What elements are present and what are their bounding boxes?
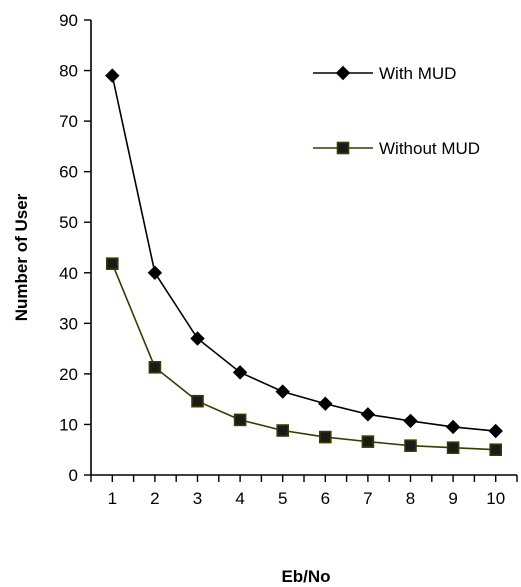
series-without-mud (106, 257, 503, 457)
data-point (318, 396, 333, 411)
x-tick-label: 5 (278, 489, 287, 508)
legend-item: With MUD (313, 64, 456, 83)
y-tick-label: 20 (59, 365, 78, 384)
data-point (148, 361, 162, 374)
x-tick-label: 2 (150, 489, 159, 508)
x-tick-label: 3 (193, 489, 202, 508)
legend-label: Without MUD (379, 139, 480, 158)
data-point (191, 394, 204, 408)
legend-swatch-marker (335, 65, 351, 81)
series-line (111, 263, 496, 451)
y-tick-label: 30 (59, 314, 78, 333)
data-point (488, 423, 503, 439)
axes (90, 20, 517, 476)
x-tick-label: 8 (406, 489, 415, 508)
series-line (111, 75, 496, 432)
x-tick-label: 10 (486, 489, 505, 508)
y-tick-label: 80 (59, 62, 78, 81)
data-point (360, 407, 376, 422)
x-tick-label: 1 (108, 489, 117, 508)
data-point (446, 441, 460, 455)
series-layer (105, 68, 503, 457)
data-point (105, 68, 120, 83)
data-point (404, 439, 417, 452)
y-tick-label: 40 (59, 264, 78, 283)
data-point (232, 365, 248, 380)
y-tick-label: 0 (69, 466, 78, 485)
data-point (403, 413, 418, 429)
y-tick-label: 90 (59, 11, 78, 30)
y-tick-label: 50 (59, 213, 78, 232)
x-tick-label: 4 (235, 489, 244, 508)
y-axis-title: Number of User (12, 193, 31, 321)
legend: With MUD Without MUD (313, 64, 480, 158)
data-point (275, 384, 290, 399)
data-point (276, 424, 290, 437)
data-point (445, 419, 461, 435)
x-tick-label: 9 (448, 489, 457, 508)
y-tick-label: 70 (59, 112, 78, 131)
data-point (318, 430, 332, 444)
x-tick-label: 6 (321, 489, 330, 508)
legend-label: With MUD (379, 64, 456, 83)
x-axis-title: Eb/No (281, 567, 330, 586)
ticks: 0 10 20 30 40 50 60 70 80 90 1 2 3 4 5 6 7 8 9 10 (59, 11, 518, 508)
legend-item: Without MUD (313, 139, 480, 158)
data-point (233, 413, 247, 427)
data-point (361, 435, 375, 448)
y-tick-label: 60 (59, 163, 78, 182)
data-point (190, 331, 205, 346)
data-point (106, 257, 119, 270)
data-point (147, 265, 163, 280)
y-tick-label: 10 (59, 415, 78, 434)
data-point (489, 443, 503, 457)
legend-swatch-marker (336, 141, 350, 155)
series-with-mud (105, 68, 503, 439)
x-tick-label: 7 (363, 489, 372, 508)
